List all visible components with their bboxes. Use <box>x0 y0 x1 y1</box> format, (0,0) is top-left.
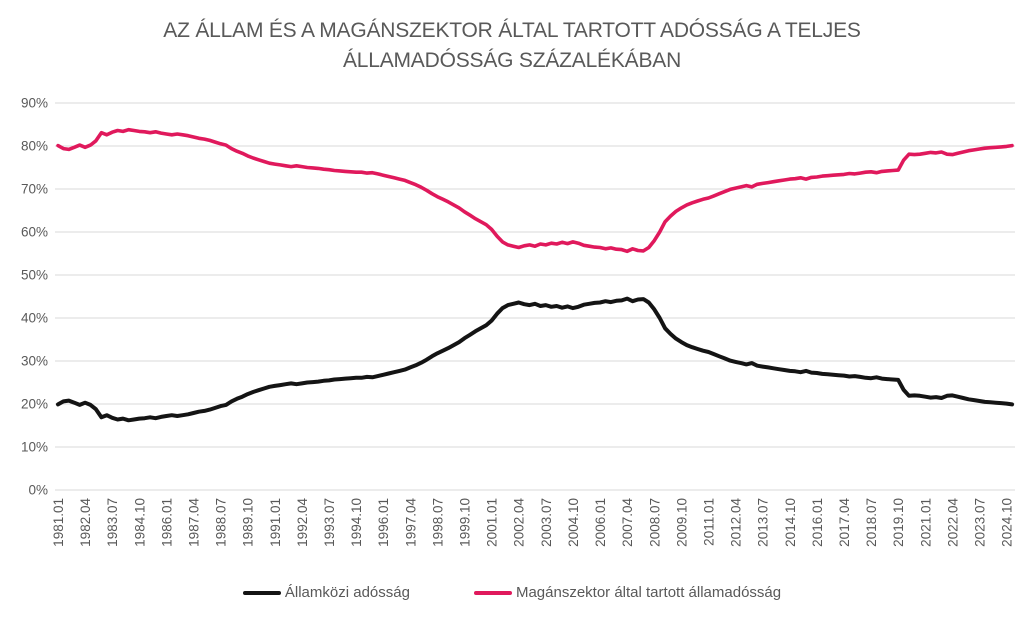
x-axis-tick-label: 2014.10 <box>783 498 798 547</box>
y-axis-tick-label: 70% <box>21 182 48 197</box>
y-axis-tick-label: 50% <box>21 268 48 283</box>
legend-label-maganszektor: Magánszektor által tartott államadósság <box>515 584 782 601</box>
x-axis-tick-label: 2012.04 <box>729 498 744 547</box>
legend-swatch-black-line-icon <box>242 590 281 595</box>
x-axis-tick-label: 1996.01 <box>376 498 391 547</box>
legend: Államközi adósság Magánszektor által tar… <box>0 584 1024 601</box>
chart-title: AZ ÁLLAM ÉS A MAGÁNSZEKTOR ÁLTAL TARTOTT… <box>0 16 1024 77</box>
x-axis-tick-label: 1992.04 <box>295 498 310 547</box>
y-axis-tick-label: 90% <box>21 96 48 111</box>
x-axis-tick-label: 1993.07 <box>322 498 337 547</box>
x-axis-tick-label: 2003.07 <box>539 498 554 547</box>
legend-swatch-pink-line-icon <box>473 590 512 595</box>
legend-label-allamkozi-adossag: Államközi adósság <box>284 584 410 601</box>
x-axis-tick-label: 2024.10 <box>1000 498 1015 547</box>
y-axis-tick-label: 20% <box>21 397 48 412</box>
x-axis-tick-label: 2008.07 <box>647 498 662 547</box>
series-line-maganszektor-altal-tartott-allamadossag <box>56 127 1014 254</box>
y-axis-tick-label: 60% <box>21 225 48 240</box>
x-axis-tick-label: 1994.10 <box>349 498 364 547</box>
x-axis-tick-label: 1989.10 <box>241 498 256 547</box>
x-axis-tick-label: 1999.10 <box>458 498 473 547</box>
x-axis-tick-label: 2006.01 <box>593 498 608 547</box>
legend-item-maganszektor: Magánszektor által tartott államadósság <box>473 584 782 601</box>
x-axis-tick-label: 2001.01 <box>485 498 500 547</box>
x-axis-tick-label: 2013.07 <box>756 498 771 547</box>
series-line-allamkozi-adossag <box>56 296 1014 423</box>
y-axis-tick-label: 10% <box>21 440 48 455</box>
y-axis-tick-label: 40% <box>21 311 48 326</box>
x-axis-tick-label: 1998.07 <box>430 498 445 547</box>
x-axis-tick-label: 2021.01 <box>918 498 933 547</box>
x-axis-tick-label: 2011.01 <box>701 498 716 546</box>
x-axis-tick-label: 2016.01 <box>810 498 825 547</box>
x-axis-tick-label: 1981.01 <box>51 498 66 547</box>
x-axis-tick-label: 1988.07 <box>214 498 229 547</box>
legend-item-allamkozi-adossag: Államközi adósság <box>242 584 410 601</box>
x-axis-tick-label: 2019.10 <box>891 498 906 547</box>
x-axis-tick-label: 2017.04 <box>837 498 852 547</box>
x-axis-tick-label: 2004.10 <box>566 498 581 547</box>
chart-title-text: AZ ÁLLAM ÉS A MAGÁNSZEKTOR ÁLTAL TARTOTT… <box>163 19 861 73</box>
x-axis-tick-label: 2018.07 <box>864 498 879 547</box>
x-axis-tick-label: 1987.04 <box>187 498 202 547</box>
x-axis-tick-label: 2023.07 <box>972 498 987 547</box>
x-axis-tick-label: 1983.07 <box>105 498 120 547</box>
y-axis-tick-label: 80% <box>21 139 48 154</box>
x-axis-tick-label: 1984.10 <box>132 498 147 547</box>
y-axis-tick-label: 0% <box>28 483 48 498</box>
x-axis-tick-label: 2002.04 <box>512 498 527 547</box>
x-axis-tick-label: 1997.04 <box>403 498 418 547</box>
x-axis-tick-label: 1986.01 <box>159 498 174 547</box>
x-axis-tick-label: 2009.10 <box>674 498 689 547</box>
x-axis-tick-label: 2022.04 <box>945 498 960 547</box>
y-axis-tick-label: 30% <box>21 354 48 369</box>
x-axis-tick-label: 1982.04 <box>78 498 93 547</box>
x-axis-tick-label: 2007.04 <box>620 498 635 547</box>
x-axis-tick-label: 1991.01 <box>268 498 283 547</box>
